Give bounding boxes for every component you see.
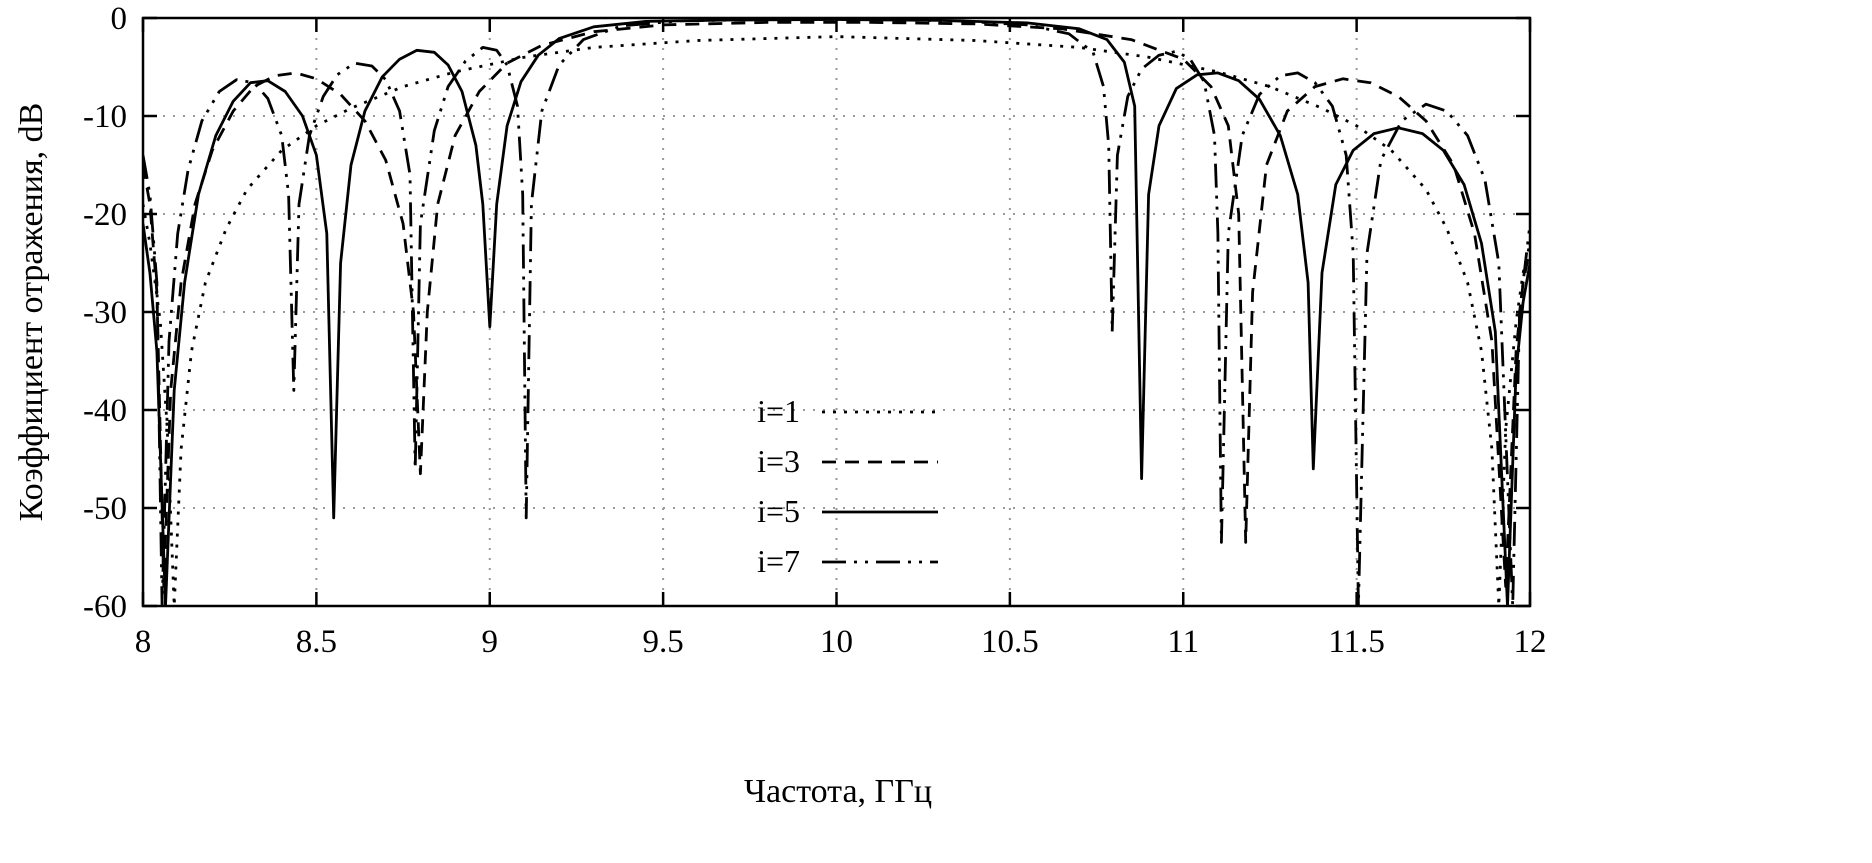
axis-ticks [141, 16, 1532, 608]
x-tick-label: 11.5 [1328, 624, 1385, 660]
legend-label-i-5: i=5 [757, 493, 800, 529]
series-curve-i-3 [143, 21, 1530, 588]
x-tick-label: 10 [820, 624, 853, 660]
x-tick-label: 8 [135, 624, 152, 660]
series-curve-i-1 [143, 35, 1530, 606]
legend-label-i-1: i=1 [757, 393, 800, 429]
y-tick-label: -40 [83, 393, 127, 429]
x-tick-label: 9 [482, 624, 499, 660]
x-tick-label: 11 [1167, 624, 1199, 660]
x-tick-label: 12 [1514, 624, 1547, 660]
y-tick-label: -50 [83, 491, 127, 527]
plot-border [141, 16, 1532, 608]
grid-lines [143, 18, 1530, 606]
data-curves [143, 18, 1530, 606]
x-tick-label: 10.5 [981, 624, 1039, 660]
x-tick-label: 9.5 [643, 624, 684, 660]
y-tick-label: -30 [83, 295, 127, 331]
legend-label-i-7: i=7 [757, 543, 800, 579]
series-curve-i-7 [143, 18, 1530, 606]
y-tick-label: -10 [83, 99, 127, 135]
y-tick-label: 0 [111, 1, 128, 37]
y-tick-label: -60 [83, 589, 127, 625]
x-axis-label: Частота, ГГц [744, 773, 932, 810]
legend-label-i-3: i=3 [757, 443, 800, 479]
legend: i=1 i=3 i=5 i=7 [757, 393, 938, 579]
y-tick-label: -20 [83, 197, 127, 233]
tick-labels: 8 8.5 9 9.5 10 10.5 11 11.5 12 0 -10 -20 -30 -40 -50 -6… [83, 1, 1547, 660]
y-axis-label: Коэффициент отражения, dB [13, 103, 50, 522]
x-tick-label: 8.5 [296, 624, 337, 660]
